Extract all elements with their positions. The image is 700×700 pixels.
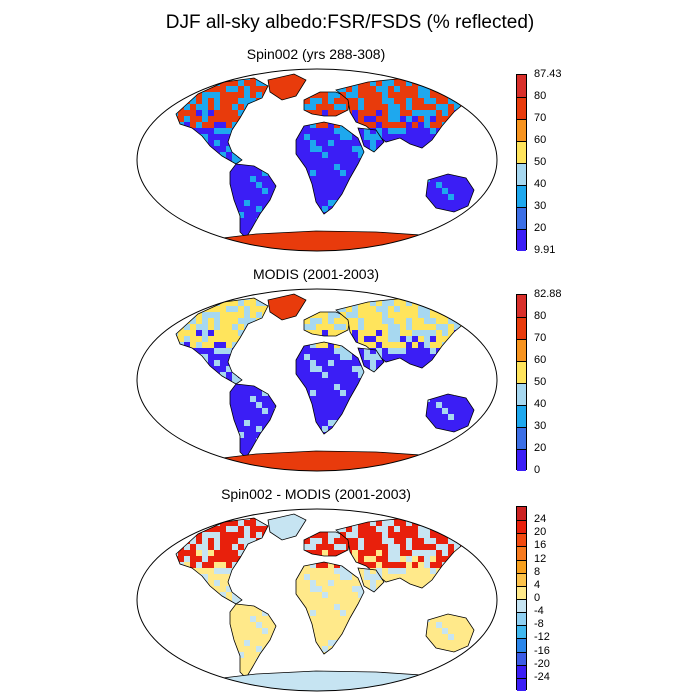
colorbar-label: -12 xyxy=(534,631,550,643)
colorbar-label: 20 xyxy=(534,526,546,538)
colorbar-modis: 82.88 80 70 60 50 40 30 20 0 xyxy=(516,288,586,476)
colorbar-swatch xyxy=(517,339,526,361)
colorbar-label: 40 xyxy=(534,398,546,410)
colorbar-label: 50 xyxy=(534,376,546,388)
colorbar-swatch xyxy=(517,427,526,449)
colorbar-label: 4 xyxy=(534,579,540,591)
colorbar-label: 70 xyxy=(534,332,546,344)
colorbar-swatches xyxy=(516,506,527,691)
colorbar-label: 0 xyxy=(534,592,540,604)
colorbar-swatches xyxy=(516,294,527,471)
colorbar-swatch xyxy=(517,507,526,521)
colorbar-label: -8 xyxy=(534,618,544,630)
panel-title-spin002: Spin002 (yrs 288-308) xyxy=(136,46,496,62)
colorbar-swatch xyxy=(517,638,526,652)
colorbar-swatch xyxy=(517,317,526,339)
colorbar-swatch xyxy=(517,119,526,141)
colorbar-swatch xyxy=(517,75,526,97)
colorbar-label: 12 xyxy=(534,553,546,565)
colorbar-label: 80 xyxy=(534,310,546,322)
colorbar-label: 70 xyxy=(534,112,546,124)
landmass-europe xyxy=(303,531,351,557)
colorbar-swatch xyxy=(517,185,526,207)
colorbar-label: 80 xyxy=(534,90,546,102)
colorbar-swatch xyxy=(517,361,526,383)
map-modis xyxy=(136,288,498,472)
map-boundary xyxy=(136,288,498,472)
colorbar-spin002: 87.43 80 70 60 50 40 30 20 9.91 xyxy=(516,68,586,256)
colorbar-label: 16 xyxy=(534,539,546,551)
colorbar-label: 30 xyxy=(534,200,546,212)
colorbar-swatch xyxy=(517,449,526,471)
map-spin002 xyxy=(136,68,498,252)
colorbar-swatch xyxy=(517,625,526,639)
colorbar-label: 20 xyxy=(534,222,546,234)
colorbar-label: 30 xyxy=(534,420,546,432)
colorbar-label: -20 xyxy=(534,658,550,670)
colorbar-swatches xyxy=(516,74,527,251)
colorbar-swatch xyxy=(517,405,526,427)
colorbar-swatch xyxy=(517,97,526,119)
colorbar-swatch xyxy=(517,572,526,586)
colorbar-swatch xyxy=(517,520,526,534)
colorbar-swatch xyxy=(517,546,526,560)
colorbar-swatch xyxy=(517,677,526,691)
colorbar-label: 87.43 xyxy=(534,68,562,80)
colorbar-label: 24 xyxy=(534,513,546,525)
map-boundary xyxy=(136,508,498,692)
colorbar-label: 60 xyxy=(534,134,546,146)
colorbar-swatch xyxy=(517,651,526,665)
map-difference xyxy=(136,508,498,692)
colorbar-swatch xyxy=(517,295,526,317)
colorbar-swatch xyxy=(517,599,526,613)
colorbar-label: 8 xyxy=(534,566,540,578)
colorbar-label: 0 xyxy=(534,464,540,476)
colorbar-swatch xyxy=(517,533,526,547)
colorbar-swatch xyxy=(517,141,526,163)
colorbar-swatch xyxy=(517,585,526,599)
colorbar-swatch xyxy=(517,664,526,678)
colorbar-swatch xyxy=(517,207,526,229)
colorbar-swatch xyxy=(517,612,526,626)
colorbar-swatch xyxy=(517,383,526,405)
colorbar-label: -16 xyxy=(534,645,550,657)
colorbar-label: 50 xyxy=(534,156,546,168)
colorbar-swatch xyxy=(517,229,526,251)
colorbar-label: 9.91 xyxy=(534,244,555,256)
panel-title-difference: Spin002 - MODIS (2001-2003) xyxy=(136,486,496,502)
colorbar-label: 40 xyxy=(534,178,546,190)
colorbar-difference: 24 20 16 12 8 4 0 -4 -8 -12 -16 -20 -24 xyxy=(516,506,586,691)
colorbar-swatch xyxy=(517,559,526,573)
map-boundary xyxy=(136,68,498,252)
colorbar-label: 20 xyxy=(534,442,546,454)
colorbar-swatch xyxy=(517,163,526,185)
colorbar-label: -24 xyxy=(534,671,550,683)
colorbar-label: -4 xyxy=(534,605,544,617)
colorbar-label: 82.88 xyxy=(534,288,562,300)
panel-title-modis: MODIS (2001-2003) xyxy=(136,266,496,282)
figure-title: DJF all-sky albedo:FSR/FSDS (% reflected… xyxy=(0,12,700,34)
colorbar-label: 60 xyxy=(534,354,546,366)
